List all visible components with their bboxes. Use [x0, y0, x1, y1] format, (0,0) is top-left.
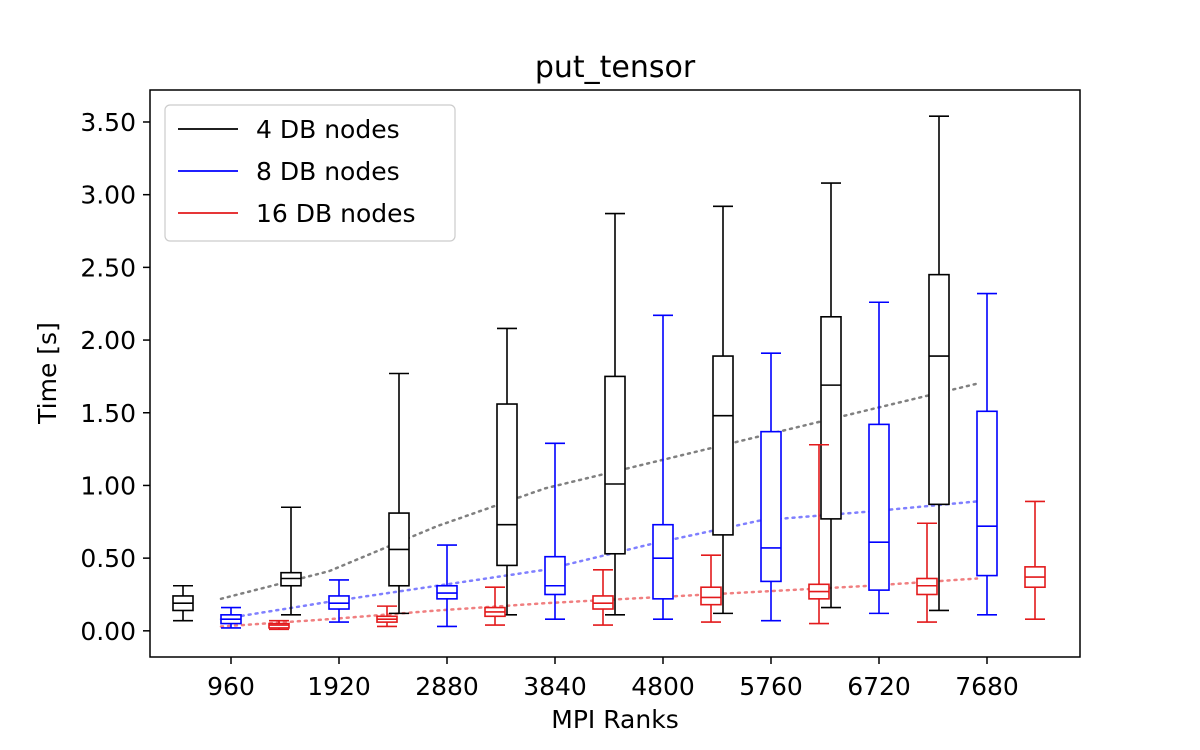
box-0-6720	[821, 183, 841, 608]
box-iqr	[821, 317, 841, 519]
y-tick-label: 3.50	[80, 108, 136, 137]
box-2-4800	[701, 555, 721, 622]
legend: 4 DB nodes 8 DB nodes 16 DB nodes	[165, 105, 455, 241]
x-tick-label: 6720	[847, 672, 911, 701]
box-iqr	[929, 275, 949, 505]
box-2-1920	[377, 606, 397, 626]
x-tick-label: 2880	[415, 672, 479, 701]
x-tick-label: 1920	[307, 672, 371, 701]
legend-label: 4 DB nodes	[256, 115, 400, 144]
box-iqr	[977, 411, 997, 575]
x-axis-title: MPI Ranks	[551, 705, 678, 734]
box-1-5760	[761, 353, 781, 621]
legend-label: 8 DB nodes	[256, 157, 400, 186]
box-iqr	[713, 356, 733, 535]
chart-title: put_tensor	[535, 50, 696, 85]
y-tick-label: 2.00	[80, 326, 136, 355]
box-0-2880	[389, 374, 409, 614]
box-iqr	[605, 376, 625, 553]
y-tick-label: 2.50	[80, 253, 136, 282]
box-2-3840	[593, 570, 613, 625]
y-axis-title: Time [s]	[33, 322, 62, 425]
box-2-7680	[1025, 501, 1045, 619]
x-tick-label: 5760	[739, 672, 803, 701]
y-tick-label: 3.00	[80, 181, 136, 210]
y-tick-label: 0.00	[80, 617, 136, 646]
x-tick-label: 4800	[631, 672, 695, 701]
box-0-3840	[497, 328, 517, 614]
box-iqr	[653, 525, 673, 599]
trend-line-0	[221, 384, 977, 599]
box-iqr	[869, 424, 889, 590]
y-axis: 0.00 0.50 1.00 1.50 2.00 2.50 3.00 3.50	[80, 108, 150, 646]
box-2-6720	[917, 523, 937, 622]
box-0-5760	[713, 206, 733, 613]
box-1-3840	[545, 443, 565, 619]
x-tick-label: 960	[207, 672, 255, 701]
box-iqr	[761, 432, 781, 582]
x-tick-label: 7680	[955, 672, 1019, 701]
box-iqr	[545, 557, 565, 595]
box-0-7680	[929, 116, 949, 610]
y-tick-label: 1.50	[80, 399, 136, 428]
y-tick-label: 0.50	[80, 544, 136, 573]
x-axis: 960 1920 2880 3840 4800 5760 6720 7680	[207, 657, 1019, 701]
legend-label: 16 DB nodes	[256, 199, 416, 228]
box-1-2880	[437, 545, 457, 626]
x-tick-label: 3840	[523, 672, 587, 701]
box-0-1920	[281, 507, 301, 615]
box-iqr	[701, 587, 721, 604]
box-iqr	[497, 404, 517, 565]
box-0-960	[173, 586, 193, 621]
box-1-7680	[977, 294, 997, 615]
y-tick-label: 1.00	[80, 471, 136, 500]
box-1-6720	[869, 302, 889, 613]
box-1-1920	[329, 580, 349, 622]
box-1-4800	[653, 315, 673, 619]
